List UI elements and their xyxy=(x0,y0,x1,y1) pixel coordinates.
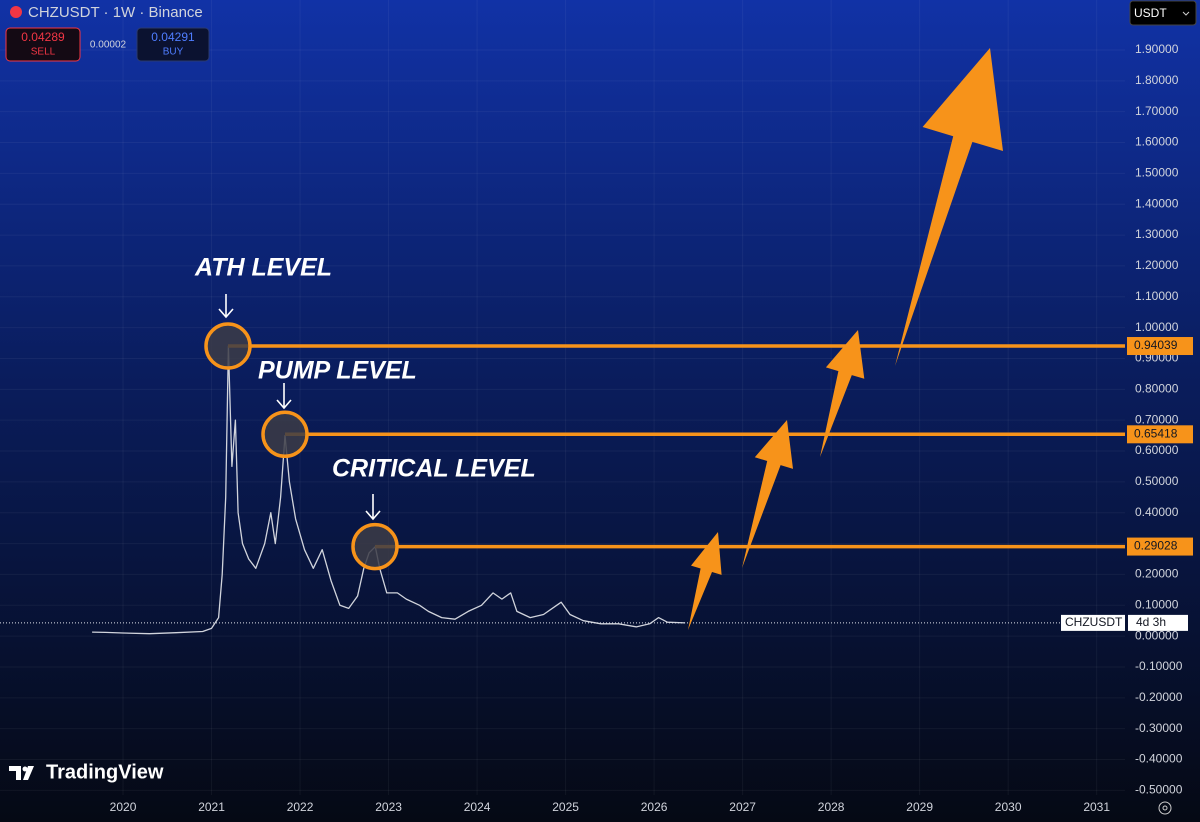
y-tick-label: 1.00000 xyxy=(1135,320,1179,334)
sell-label[interactable]: SELL xyxy=(31,47,56,58)
y-tick-label: 0.20000 xyxy=(1135,567,1179,581)
x-tick-label: 2025 xyxy=(552,800,579,814)
y-tick-label: 1.60000 xyxy=(1135,135,1179,149)
x-tick-label: 2026 xyxy=(641,800,668,814)
level-circle xyxy=(204,322,252,370)
level-tag-label: 0.65418 xyxy=(1134,426,1178,440)
y-tick-label: 1.90000 xyxy=(1135,42,1179,56)
x-tick-label: 2021 xyxy=(198,800,225,814)
symbol-icon xyxy=(10,6,22,18)
countdown-label: 4d 3h xyxy=(1136,615,1166,629)
overlay: 1.90000 1.80000 1.70000 1.60000 1.50000 1.400… xyxy=(110,42,1193,814)
currency-label[interactable]: USDT xyxy=(1134,6,1167,20)
annotation: PUMP LEVEL xyxy=(258,357,417,385)
x-tick-label: 2031 xyxy=(1083,800,1110,814)
buy-price[interactable]: 0.04291 xyxy=(151,30,195,44)
forecast-arrow xyxy=(820,330,865,457)
settings-icon[interactable] xyxy=(1158,801,1172,815)
y-tick-label: 1.50000 xyxy=(1135,166,1179,180)
y-tick-label: 1.80000 xyxy=(1135,73,1179,87)
x-tick-label: 2024 xyxy=(464,800,491,814)
spread: 0.00002 xyxy=(90,40,127,51)
y-tick-label: -0.30000 xyxy=(1135,721,1183,735)
level-tag xyxy=(1127,337,1193,356)
annotation: CRITICAL LEVEL xyxy=(332,455,536,483)
level-tag-label: 0.29028 xyxy=(1134,539,1178,553)
y-tick-label: -0.10000 xyxy=(1135,659,1183,673)
buy-button[interactable] xyxy=(136,27,210,62)
countdown-tag xyxy=(1128,614,1188,631)
x-tick-label: 2030 xyxy=(995,800,1022,814)
watermark: TradingView xyxy=(46,761,164,783)
level-tag xyxy=(1127,425,1193,444)
y-tick-label: -0.20000 xyxy=(1135,690,1183,704)
level-tag-label: 0.94039 xyxy=(1134,338,1178,352)
y-tick-label: 0.70000 xyxy=(1135,412,1179,426)
price-tag-label: CHZUSDT xyxy=(1065,615,1123,629)
y-tick-label: 0.00000 xyxy=(1135,628,1179,642)
logo xyxy=(9,766,34,780)
y-tick-label: -0.50000 xyxy=(1135,783,1183,797)
currency-select[interactable] xyxy=(1129,0,1197,26)
y-tick-label: 0.10000 xyxy=(1135,597,1179,611)
y-tick-label: 1.70000 xyxy=(1135,104,1179,118)
symbol-title: CHZUSDT · 1W · Binance xyxy=(28,4,203,21)
dropdown-icon xyxy=(1182,11,1190,16)
x-tick-label: 2028 xyxy=(818,800,845,814)
x-tick-label: 2029 xyxy=(906,800,933,814)
price-tag xyxy=(1061,614,1125,631)
level-tag xyxy=(1127,537,1193,556)
y-tick-label: 0.80000 xyxy=(1135,381,1179,395)
y-tick-label: 0.40000 xyxy=(1135,505,1179,519)
x-tick-label: 2022 xyxy=(287,800,314,814)
level-circle xyxy=(261,410,309,459)
x-tick-label: 2023 xyxy=(375,800,402,814)
y-tick-label: 1.30000 xyxy=(1135,227,1179,241)
level-circle xyxy=(351,522,399,571)
y-tick-label: 1.40000 xyxy=(1135,196,1179,210)
annotation: ATH LEVEL xyxy=(194,254,332,282)
y-tick-label: -0.40000 xyxy=(1135,752,1183,766)
pointer-arrows xyxy=(218,294,381,521)
sell-button[interactable] xyxy=(5,27,81,62)
sell-price[interactable]: 0.04289 xyxy=(21,30,65,44)
grid xyxy=(0,0,1125,795)
forecast-arrow xyxy=(688,532,722,630)
y-tick-label: 0.50000 xyxy=(1135,474,1179,488)
y-tick-label: 1.10000 xyxy=(1135,289,1179,303)
buy-label[interactable]: BUY xyxy=(163,47,184,58)
forecast-arrow xyxy=(895,48,1003,366)
x-tick-label: 2027 xyxy=(729,800,756,814)
forecast-arrow xyxy=(742,420,793,568)
x-tick-label: 2020 xyxy=(110,800,137,814)
y-tick-label: 1.20000 xyxy=(1135,258,1179,272)
y-tick-label: 0.60000 xyxy=(1135,443,1179,457)
arrows xyxy=(688,48,1003,630)
